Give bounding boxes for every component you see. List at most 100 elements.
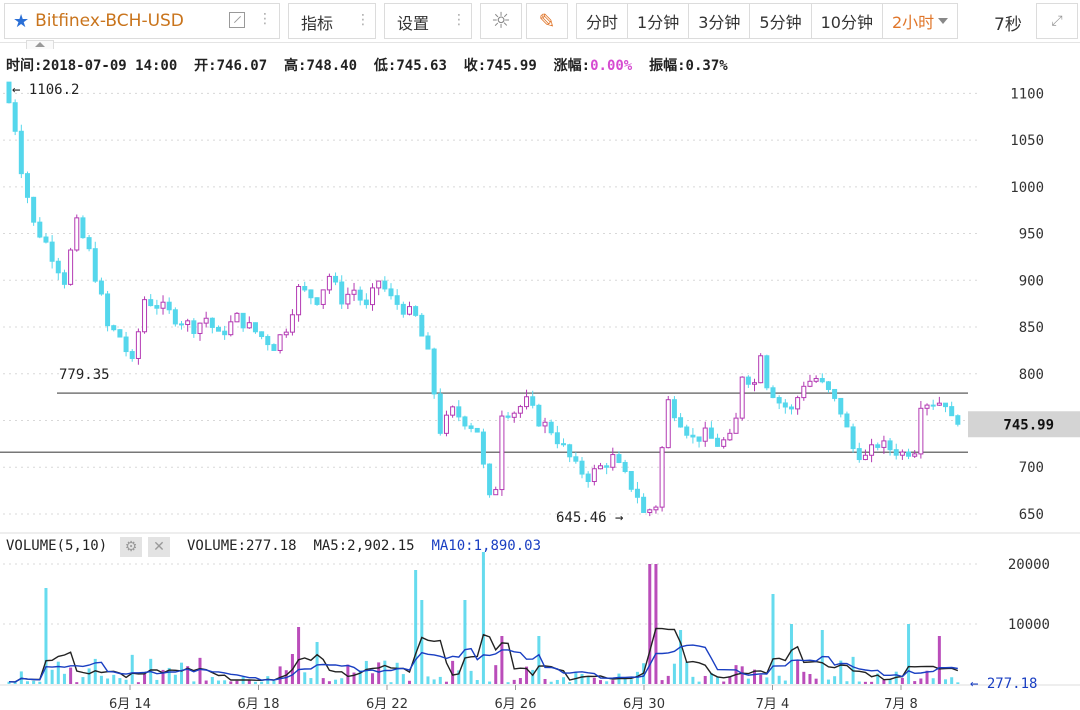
candle-body bbox=[345, 293, 351, 305]
volume-bar bbox=[654, 564, 658, 684]
volume-bar bbox=[444, 681, 448, 684]
collapse-toolbar-icon[interactable] bbox=[26, 40, 54, 49]
candle-body bbox=[129, 351, 135, 359]
refresh-countdown: 7秒 bbox=[994, 15, 1022, 35]
candle-body bbox=[499, 415, 505, 491]
candle-body bbox=[246, 322, 252, 329]
theme-sun-icon[interactable]: ☼ bbox=[480, 3, 522, 39]
period-tab[interactable]: 10分钟 bbox=[812, 4, 883, 38]
info-high: 高:748.40 bbox=[284, 58, 358, 74]
candle-body bbox=[443, 414, 449, 434]
candle-body bbox=[148, 299, 154, 307]
candle-body bbox=[850, 426, 856, 450]
volume-bar bbox=[882, 679, 886, 684]
ohlc-info-bar: 时间:2018-07-09 14:00 开:746.07 高:748.40 低:… bbox=[6, 55, 728, 75]
candle-body bbox=[12, 102, 18, 132]
volume-bar bbox=[469, 670, 473, 684]
symbol-selector[interactable]: ★ Bitfinex-BCH-USD ⋮ bbox=[4, 3, 280, 39]
volume-bar bbox=[931, 678, 935, 684]
candle-body bbox=[135, 331, 141, 359]
candle-body bbox=[721, 439, 727, 447]
price-tick-label: 1100 bbox=[1010, 86, 1044, 102]
toolbar: ★ Bitfinex-BCH-USD ⋮ 指标 ⋮ 设置 ⋮ ☼ ✎ 分时 1分… bbox=[0, 0, 1080, 43]
volume-bar bbox=[186, 666, 190, 684]
volume-bar bbox=[303, 672, 307, 684]
candle-body bbox=[80, 217, 86, 239]
drag-handle-icon[interactable]: ⋮ bbox=[452, 12, 466, 28]
volume-bar bbox=[845, 681, 849, 684]
draw-pencil-icon[interactable]: ✎ bbox=[526, 3, 568, 39]
candle-body bbox=[215, 326, 221, 332]
period-tab[interactable]: 1分钟 bbox=[628, 4, 690, 38]
candle-body bbox=[357, 289, 363, 301]
volume-bar bbox=[143, 674, 147, 684]
candle-body bbox=[530, 396, 536, 406]
volume-close-icon[interactable]: ✕ bbox=[148, 537, 170, 557]
last-price-label: 745.99 bbox=[1003, 417, 1054, 433]
candle-body bbox=[733, 417, 739, 434]
volume-bar bbox=[7, 681, 11, 684]
volume-bar bbox=[913, 681, 917, 684]
volume-bar bbox=[826, 679, 830, 684]
volume-bar bbox=[395, 662, 399, 684]
volume-settings-gear-icon[interactable]: ⚙ bbox=[120, 537, 142, 557]
volume-bar bbox=[839, 660, 843, 684]
open-external-icon[interactable] bbox=[229, 12, 245, 28]
candle-body bbox=[450, 406, 456, 416]
period-tab[interactable]: 分时 bbox=[577, 4, 629, 38]
settings-button[interactable]: 设置 ⋮ bbox=[384, 3, 472, 39]
x-tick-label: 6月 26 bbox=[495, 697, 537, 710]
star-icon[interactable]: ★ bbox=[13, 10, 30, 32]
candle-body bbox=[628, 471, 634, 490]
info-time: 时间:2018-07-09 14:00 bbox=[6, 58, 178, 74]
period-tab[interactable]: 5分钟 bbox=[750, 4, 812, 38]
drag-handle-icon[interactable]: ⋮ bbox=[356, 12, 370, 28]
candle-body bbox=[819, 377, 825, 383]
info-close: 收:745.99 bbox=[463, 58, 537, 74]
volume-bar bbox=[814, 678, 818, 684]
candle-body bbox=[634, 488, 640, 498]
candle-body bbox=[727, 432, 733, 441]
candle-body bbox=[881, 440, 887, 448]
candle-body bbox=[561, 443, 567, 446]
candle-body bbox=[869, 444, 875, 456]
fullscreen-icon[interactable]: ⤢ bbox=[1036, 3, 1078, 39]
volume-bar bbox=[297, 627, 301, 684]
candle-body bbox=[542, 421, 548, 427]
candle-body bbox=[653, 506, 659, 511]
volume-bar bbox=[451, 660, 455, 684]
candle-body bbox=[252, 322, 258, 333]
volume-bar bbox=[457, 670, 461, 684]
volume-bar bbox=[321, 678, 325, 684]
candle-body bbox=[893, 449, 899, 456]
ma10-line bbox=[8, 644, 958, 683]
volume-bar bbox=[580, 673, 584, 684]
volume-bar bbox=[247, 679, 251, 684]
candle-body bbox=[406, 306, 412, 315]
period-tab-active[interactable]: 2小时 bbox=[883, 4, 957, 38]
period-tab[interactable]: 3分钟 bbox=[689, 4, 751, 38]
indicators-button[interactable]: 指标 ⋮ bbox=[288, 3, 376, 39]
candle-body bbox=[98, 280, 104, 295]
volume-values: VOLUME:277.18 MA5:2,902.15 MA10:1,890.03 bbox=[187, 538, 541, 554]
candle-body bbox=[480, 431, 486, 465]
volume-bar bbox=[358, 670, 362, 684]
candle-body bbox=[382, 280, 388, 290]
volume-bar bbox=[401, 674, 405, 684]
candle-body bbox=[487, 463, 493, 496]
volume-bar bbox=[555, 679, 559, 684]
volume-bar bbox=[888, 679, 892, 684]
drag-handle-icon[interactable]: ⋮ bbox=[258, 11, 272, 27]
volume-bar bbox=[62, 673, 66, 684]
candle-body bbox=[314, 297, 320, 305]
candle-body bbox=[591, 468, 597, 483]
volume-bar bbox=[525, 666, 529, 684]
volume-bar bbox=[808, 674, 812, 684]
candle-body bbox=[308, 289, 314, 299]
volume-bar bbox=[50, 669, 54, 684]
volume-tick-label: 20000 bbox=[1008, 557, 1050, 573]
candle-body bbox=[906, 451, 912, 457]
candle-body bbox=[838, 397, 844, 415]
candle-body bbox=[166, 301, 172, 311]
